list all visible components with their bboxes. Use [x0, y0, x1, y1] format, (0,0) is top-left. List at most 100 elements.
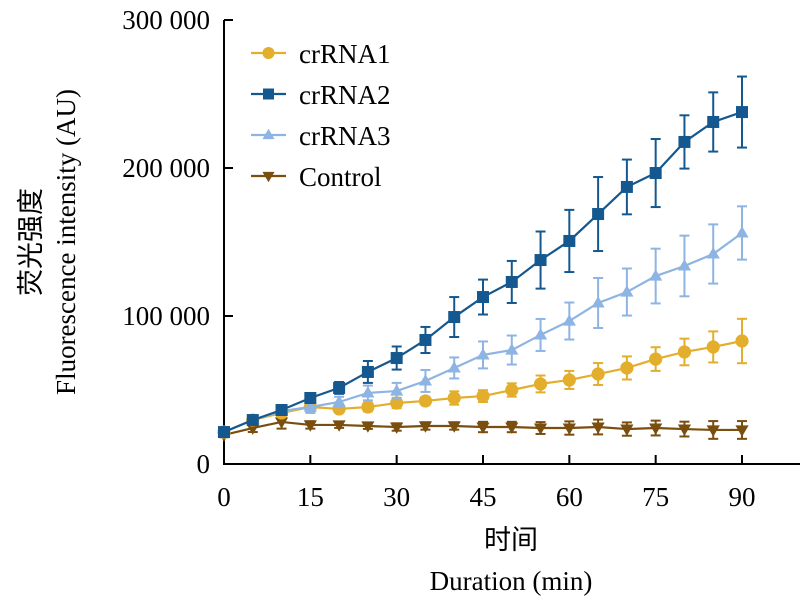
y-axis-title-cn: 荧光强度	[16, 188, 46, 296]
data-point-crrna2	[707, 115, 720, 128]
data-point-crrna1	[591, 367, 605, 381]
data-point-crrna2	[419, 333, 432, 346]
data-point-crrna2	[275, 403, 288, 416]
x-tick-label: 60	[556, 482, 583, 512]
data-point-crrna2	[448, 311, 461, 324]
data-point-control	[332, 420, 346, 432]
data-point-crrna3	[418, 374, 433, 386]
data-point-crrna3	[735, 226, 749, 238]
data-point-crrna1	[447, 391, 461, 405]
data-point-crrna2	[620, 180, 633, 193]
legend-label-crrna3: crRNA3	[299, 121, 390, 151]
data-point-control	[649, 423, 663, 435]
legend-label-crrna2: crRNA2	[299, 80, 390, 110]
x-tick-label: 0	[217, 482, 231, 512]
series-crrna1	[217, 317, 749, 439]
data-point-control	[706, 425, 720, 437]
data-point-crrna1	[649, 352, 663, 366]
data-point-control	[533, 423, 548, 435]
data-point-crrna3	[649, 269, 663, 281]
data-point-crrna3	[332, 395, 346, 407]
data-point-crrna2	[218, 426, 230, 439]
y-tick-label: 300 000	[122, 5, 210, 35]
series-crrna2	[218, 75, 748, 439]
data-point-crrna2	[505, 275, 518, 288]
y-tick-label: 0	[197, 449, 211, 479]
data-point-crrna3	[476, 348, 490, 360]
data-point-crrna1	[677, 345, 692, 359]
axes: 0 100 000 200 000 300 000 0 15 30 45 60 75 90	[122, 5, 800, 512]
data-point-crrna3	[361, 386, 375, 398]
series-layer	[217, 75, 749, 442]
data-point-crrna3	[533, 328, 548, 340]
data-point-control	[303, 420, 317, 432]
data-point-crrna1	[418, 394, 433, 408]
data-point-crrna3	[591, 296, 605, 308]
data-point-crrna2	[678, 135, 691, 148]
legend-item-crrna2: crRNA2	[251, 80, 390, 110]
data-point-crrna1	[533, 377, 548, 391]
data-point-crrna2	[592, 208, 605, 221]
y-tick-label: 200 000	[122, 153, 210, 183]
data-point-crrna2	[649, 167, 662, 180]
x-ticks: 0 15 30 45 60 75 90	[217, 455, 756, 512]
x-tick-label: 75	[642, 482, 669, 512]
series-crrna3	[217, 205, 749, 437]
y-ticks: 0 100 000 200 000 300 000	[122, 5, 233, 479]
data-point-control	[620, 424, 634, 436]
data-point-control	[677, 424, 692, 436]
legend-marker-crrna1	[262, 46, 275, 60]
data-point-crrna2	[304, 391, 317, 404]
data-point-crrna1	[505, 383, 519, 397]
data-point-crrna1	[361, 400, 375, 414]
y-axis-title: Fluorescence intensity (AU)	[51, 89, 81, 395]
data-point-control	[274, 417, 289, 429]
data-point-control	[476, 422, 490, 434]
data-point-crrna1	[620, 361, 634, 375]
data-point-crrna1	[735, 334, 749, 348]
legend-item-control: Control	[251, 162, 382, 192]
data-point-control	[390, 422, 404, 434]
legend-item-crrna1: crRNA1	[251, 39, 390, 69]
x-axis-title-cn: 时间	[484, 525, 538, 555]
data-point-control	[505, 422, 519, 434]
data-point-crrna2	[477, 291, 489, 304]
data-point-control	[246, 423, 260, 435]
data-point-control	[418, 421, 433, 433]
data-point-control	[447, 421, 461, 433]
data-point-crrna2	[333, 381, 346, 394]
data-point-crrna2	[736, 106, 748, 119]
data-point-crrna2	[534, 254, 547, 267]
x-tick-label: 30	[383, 482, 410, 512]
legend-marker-crrna3	[262, 128, 275, 140]
data-point-crrna1	[706, 340, 720, 354]
x-tick-label: 15	[297, 482, 324, 512]
data-point-crrna2	[246, 414, 259, 427]
legend-label-crrna1: crRNA1	[299, 39, 390, 69]
data-point-crrna2	[563, 234, 576, 247]
series-control	[217, 414, 749, 442]
data-point-crrna3	[562, 314, 576, 326]
data-point-control	[735, 425, 749, 437]
x-axis-title: Duration (min)	[430, 566, 593, 596]
legend: crRNA1 crRNA2 crRNA3 Control	[251, 39, 390, 192]
data-point-control	[591, 422, 605, 434]
data-point-crrna3	[620, 285, 634, 297]
x-tick-label: 90	[729, 482, 756, 512]
data-point-crrna3	[390, 384, 404, 396]
data-point-crrna1	[562, 373, 576, 387]
data-point-crrna2	[361, 365, 374, 378]
data-point-crrna1	[476, 389, 490, 403]
data-point-crrna3	[447, 361, 461, 373]
legend-marker-crrna2	[263, 88, 274, 100]
legend-item-crrna3: crRNA3	[251, 121, 390, 151]
x-tick-label: 45	[470, 482, 497, 512]
data-point-crrna2	[390, 352, 403, 365]
data-point-crrna3	[505, 343, 519, 355]
data-point-crrna3	[677, 259, 692, 271]
legend-marker-control	[262, 171, 275, 183]
data-point-crrna3	[706, 247, 720, 259]
data-point-control	[562, 423, 576, 435]
data-point-crrna3	[303, 400, 317, 412]
